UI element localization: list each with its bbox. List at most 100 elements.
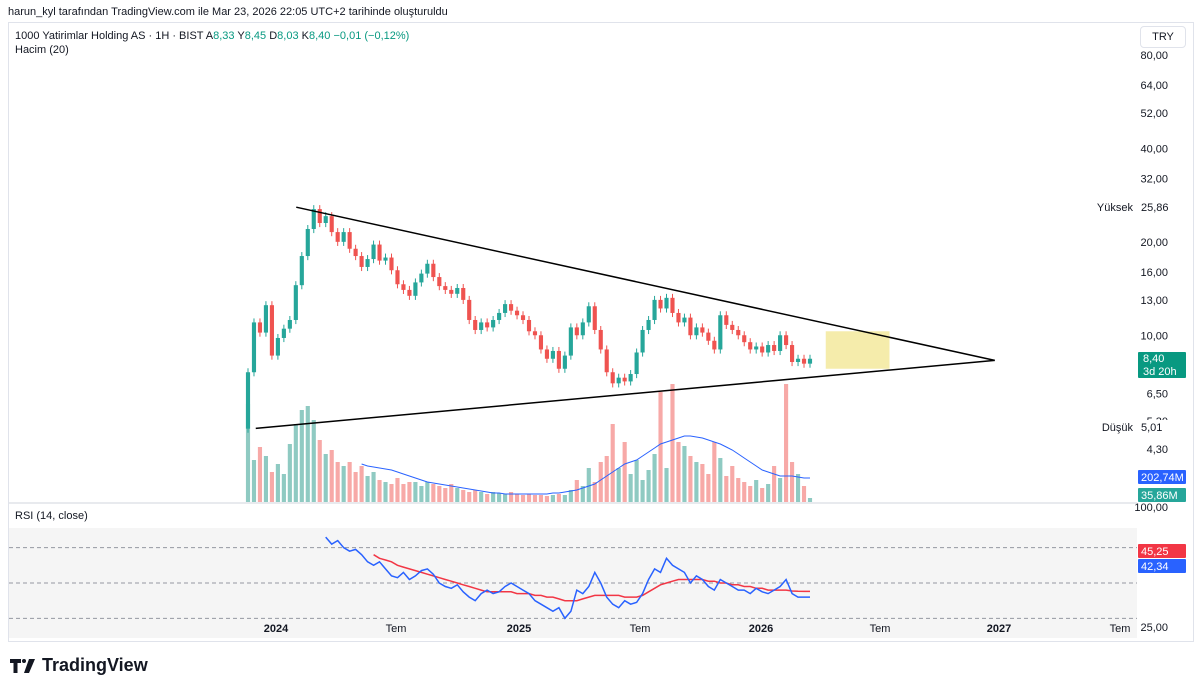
volume-bar — [329, 450, 334, 502]
low-value: 8,03 — [277, 30, 299, 42]
volume-bar — [634, 460, 639, 502]
candle-body — [520, 315, 526, 320]
volume-bar — [467, 492, 472, 502]
high-marker-label: Yüksek — [1097, 202, 1134, 214]
low-marker-label-bg — [1098, 420, 1136, 434]
candle-body — [341, 232, 346, 242]
volume-bar — [532, 495, 538, 502]
volume-bar — [807, 498, 813, 502]
volume-bar — [640, 480, 645, 502]
candle-body — [455, 287, 460, 294]
time-tick-label: Tem — [386, 623, 407, 635]
price-tick-label: 64,00 — [1140, 80, 1168, 92]
volume-bar — [664, 468, 669, 502]
candle-body — [407, 289, 412, 296]
volume-bar — [760, 488, 765, 502]
candle-body — [676, 312, 681, 323]
volume-bar — [580, 486, 585, 502]
volume-bar — [473, 490, 478, 502]
volume-bar — [766, 484, 771, 502]
candle-body — [335, 232, 340, 242]
candle-body — [485, 322, 490, 328]
candle-body — [616, 377, 621, 384]
candle-body — [778, 335, 783, 351]
candle-body — [305, 228, 310, 257]
volume-bar — [520, 495, 526, 502]
candle-body — [508, 304, 514, 311]
volume-bar — [377, 480, 382, 502]
time-tick-label: Tem — [870, 623, 891, 635]
volume-bar — [497, 493, 502, 502]
candle-body — [712, 340, 717, 350]
time-tick-label: 2025 — [507, 623, 531, 635]
candle-body — [281, 328, 286, 338]
candle-body — [437, 277, 442, 287]
candle-body — [580, 322, 585, 336]
symbol-title[interactable]: 1000 Yatirimlar Holding AS · 1H · BIST — [15, 30, 204, 42]
volume-bar — [514, 494, 520, 502]
candle-body — [497, 312, 502, 320]
volume-bar — [610, 424, 615, 502]
volume-bar — [742, 482, 747, 502]
volume-bar — [431, 484, 436, 502]
candle-body — [245, 372, 251, 429]
volume-bar — [754, 480, 759, 502]
volume-bar — [682, 446, 687, 502]
candle-body — [431, 263, 436, 278]
candle-body — [742, 335, 747, 343]
candle-body — [646, 319, 651, 330]
volume-bar — [592, 482, 597, 502]
triangle-trendlines[interactable] — [255, 206, 995, 430]
candle-body — [257, 322, 263, 333]
volume-bar — [449, 484, 454, 502]
target-zone — [825, 331, 890, 369]
volume-bar — [736, 478, 741, 502]
volume-bar — [730, 466, 735, 502]
trendline-lower — [255, 359, 995, 430]
tradingview-logo[interactable]: TradingView — [10, 655, 148, 676]
volume-bar — [700, 464, 705, 502]
candle-body — [652, 299, 657, 320]
volume-bar — [801, 486, 807, 502]
volume-bar — [628, 474, 633, 502]
volume-value-badge: 35,86M — [1141, 490, 1178, 502]
volume-bar — [778, 478, 783, 502]
tradingview-logo-icon — [10, 658, 35, 673]
rsi-ma-value-badge-bg — [1138, 544, 1186, 558]
candle-body — [269, 305, 274, 356]
trendline-upper — [296, 206, 995, 362]
price-tick-label: 80,00 — [1140, 50, 1168, 62]
volume-bar — [503, 494, 508, 502]
candle-body — [682, 317, 687, 323]
candle-body — [275, 337, 280, 356]
chart-credit-note: harun_kyl tarafından TradingView.com ile… — [8, 6, 448, 18]
rsi-indicator-label[interactable]: RSI (14, close) — [15, 510, 88, 522]
volume-bar — [335, 462, 340, 502]
candle-body — [395, 270, 400, 285]
candles[interactable] — [245, 205, 813, 433]
volume-indicator-label[interactable]: Hacim (20) — [15, 44, 69, 56]
tradingview-brand: TradingView — [42, 655, 148, 675]
volume-bar — [341, 466, 346, 502]
bar-countdown: 3d 20h — [1143, 366, 1177, 378]
volume-bar — [586, 468, 591, 502]
volume-bar — [401, 484, 406, 502]
candle-body — [532, 331, 538, 336]
candle-body — [449, 289, 454, 294]
rsi-ma-path — [373, 554, 810, 602]
currency-button[interactable]: TRY — [1140, 26, 1186, 48]
candle-body — [736, 329, 741, 336]
volume-bar — [479, 492, 484, 502]
volume-bar — [425, 482, 430, 502]
chart-legend: 1000 Yatirimlar Holding AS · 1H · BIST A… — [15, 29, 409, 57]
candle-body — [389, 257, 394, 271]
price-tick-label: 13,00 — [1140, 295, 1168, 307]
last-price-value: 8,40 — [1143, 353, 1164, 365]
volume-bar — [538, 495, 544, 502]
time-tick-label: 2026 — [749, 623, 773, 635]
price-tick-label: 32,00 — [1140, 173, 1168, 185]
volume-bar — [652, 454, 657, 502]
volume-bar — [556, 494, 561, 502]
volume-bar — [688, 456, 693, 502]
